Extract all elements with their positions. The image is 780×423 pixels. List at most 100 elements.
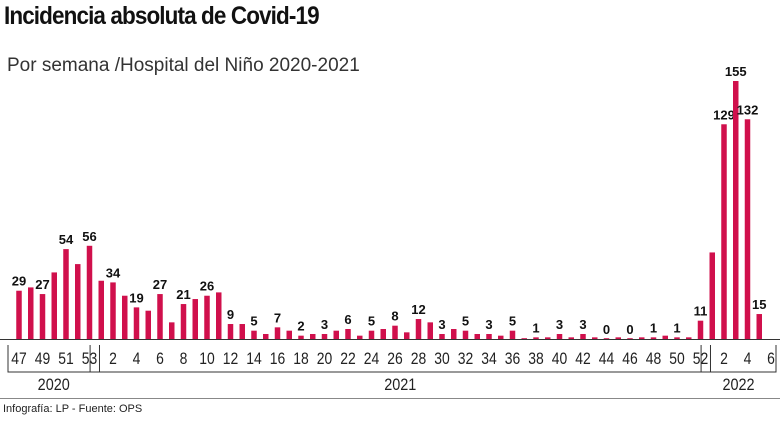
bar [51,272,57,339]
x-tick-label: 8 [180,350,188,369]
data-label: 11 [694,304,708,319]
bar [580,334,586,339]
bar [545,337,551,339]
x-tick-label: 34 [481,350,497,369]
bar [451,329,457,339]
bar [310,334,316,339]
bar [439,334,445,339]
bar [63,249,69,339]
data-label: 5 [509,314,516,329]
data-label: 1 [532,320,539,335]
x-tick-label: 36 [505,350,520,369]
x-tick-label: 51 [58,350,73,369]
data-label: 29 [12,274,26,289]
x-tick-label: 50 [669,350,685,369]
x-tick-label: 22 [340,350,355,369]
x-tick-label: 4 [133,350,141,369]
x-tick-label: 38 [528,350,543,369]
bar [709,252,715,339]
bar [345,329,351,339]
bar [192,299,198,339]
bar [263,334,269,339]
bar [603,338,610,339]
bar [427,322,433,339]
data-label: 8 [391,309,398,324]
bar [298,335,304,339]
bar [474,334,480,339]
bar [180,304,187,339]
bar [16,290,22,339]
x-tick-label: 6 [767,350,775,369]
bar [556,334,563,339]
data-label: 1 [650,320,657,335]
bar [486,334,492,339]
bar [157,294,163,339]
source-credit: Infografía: LP - Fuente: OPS [3,403,143,415]
data-label: 3 [579,317,586,332]
bar [697,320,704,339]
bar [251,330,257,339]
year-bracket [7,345,100,373]
bar [674,337,680,339]
chart-subtitle: Por semana /Hospital del Niño 2020-2021 [7,55,360,76]
data-label: 54 [59,232,74,247]
x-tick-label: 53 [82,350,97,369]
bar [98,280,104,339]
bar [239,324,245,339]
data-label: 3 [556,317,563,332]
bar [169,322,175,339]
bar [650,337,657,339]
data-label: 19 [129,290,143,305]
x-tick-label: 49 [35,350,50,369]
x-tick-label: 4 [744,350,752,369]
data-label: 3 [438,317,445,332]
bar [592,337,598,339]
bar [321,334,328,339]
data-label: 132 [737,102,759,117]
bar [533,337,539,339]
bar [615,337,621,339]
data-label: 6 [344,312,351,327]
x-tick-label: 44 [599,350,615,369]
bar [380,329,386,339]
data-label: 27 [153,277,167,292]
data-label: 3 [321,317,328,332]
bar [404,332,410,339]
data-label: 5 [462,314,469,329]
data-label: 3 [485,317,492,332]
bar [756,314,762,339]
year-label: 2020 [38,376,70,394]
bar [627,338,633,339]
bar [721,124,727,339]
bar [274,327,281,339]
data-label: 34 [106,265,121,280]
data-label: 56 [82,229,96,244]
x-tick-label: 20 [317,350,333,369]
x-tick-label: 52 [693,350,708,369]
bar [368,330,375,339]
data-label: 1 [673,320,680,335]
bar [686,337,692,339]
data-label: 0 [626,322,633,337]
x-tick-label: 24 [364,350,380,369]
chart-title: Incidencia absoluta de Covid-19 [4,2,320,30]
bar [227,324,234,339]
x-tick-label: 42 [575,350,590,369]
data-label: 12 [411,302,425,317]
bar [133,307,140,339]
data-label: 9 [227,307,234,322]
bar [75,264,81,339]
bar [521,338,527,339]
bar [462,330,469,339]
data-label: 2 [297,319,304,334]
bar [216,292,222,339]
bar [744,119,751,339]
x-tick-label: 30 [434,350,450,369]
bar [357,335,363,339]
data-label: 27 [35,277,49,292]
x-tick-label: 2 [109,350,117,369]
data-label: 26 [200,279,214,294]
year-label: 2021 [384,376,416,394]
bar [392,325,398,339]
year-label: 2022 [722,376,754,394]
